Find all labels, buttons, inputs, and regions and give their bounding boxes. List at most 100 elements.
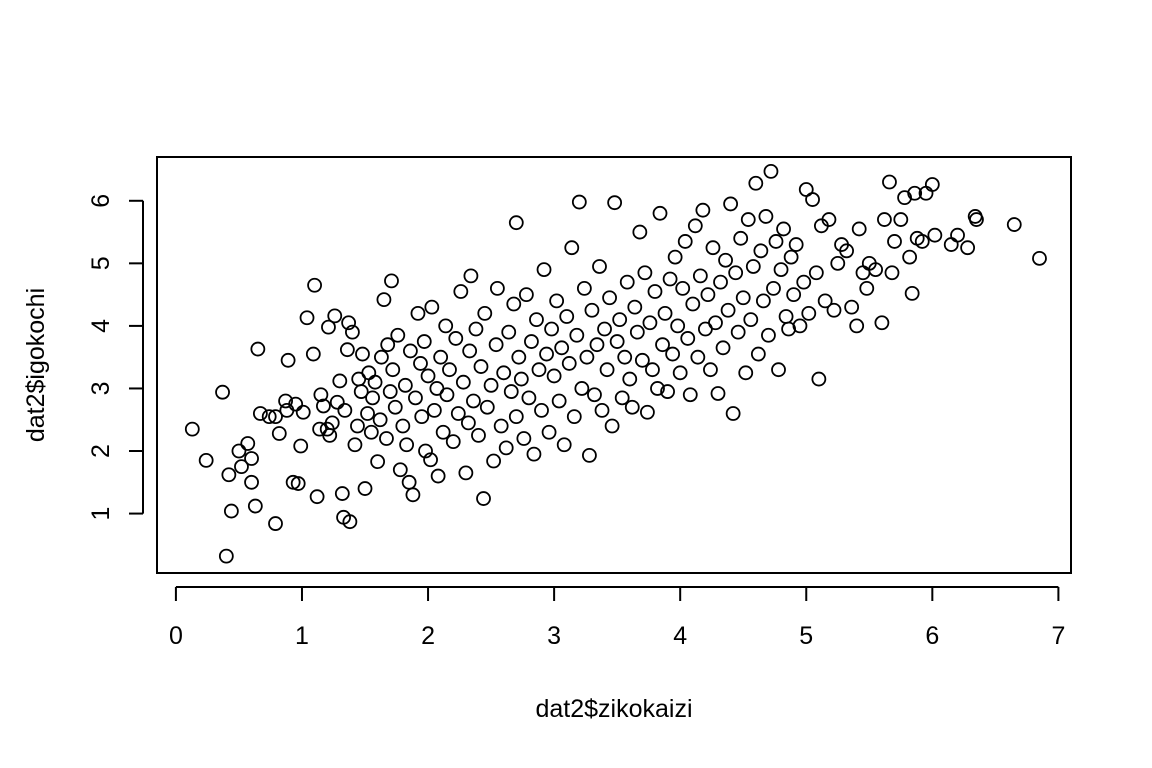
data-point (801, 305, 817, 321)
data-point (518, 287, 534, 303)
data-point (1032, 250, 1047, 266)
data-point (768, 234, 784, 249)
data-point (423, 452, 438, 468)
data-point (414, 409, 430, 425)
data-point (647, 284, 663, 299)
data-point (884, 265, 900, 281)
data-point (783, 249, 799, 265)
data-point (617, 349, 633, 365)
data-point (445, 434, 461, 450)
data-point (914, 234, 930, 249)
data-point (250, 341, 266, 357)
data-point (743, 312, 759, 328)
data-point (687, 218, 703, 234)
data-point (960, 240, 976, 256)
data-point (380, 337, 396, 353)
data-point (776, 221, 791, 237)
data-point (379, 431, 394, 446)
x-tick-label: 2 (421, 622, 435, 650)
data-point (413, 356, 428, 371)
data-point (223, 503, 239, 519)
data-point (657, 305, 673, 321)
data-point (612, 312, 628, 328)
data-point (399, 437, 415, 453)
data-point (430, 468, 446, 484)
data-point (363, 424, 379, 440)
data-point (624, 399, 640, 415)
data-point (821, 212, 837, 227)
data-point (682, 387, 698, 403)
data-point (355, 346, 370, 362)
data-point (723, 196, 739, 212)
data-point (347, 437, 363, 453)
data-point (718, 252, 733, 268)
data-point (748, 175, 764, 191)
data-point (587, 387, 602, 403)
data-point (462, 343, 478, 359)
data-point (904, 285, 920, 301)
data-point (763, 163, 779, 179)
data-point (479, 399, 495, 415)
data-point (341, 315, 357, 331)
data-point (544, 321, 559, 337)
data-point (720, 302, 736, 318)
data-point (410, 305, 426, 321)
data-point (594, 402, 610, 418)
data-point (345, 324, 360, 340)
data-point (855, 265, 871, 281)
data-point (508, 215, 524, 231)
data-point (642, 315, 658, 331)
data-point (551, 393, 567, 409)
data-point (700, 287, 716, 303)
data-point (435, 424, 451, 440)
data-point (766, 280, 781, 296)
data-point (390, 327, 406, 343)
data-point (634, 352, 650, 368)
data-point (353, 384, 369, 399)
data-point (476, 491, 491, 506)
data-point (508, 409, 524, 425)
data-point (662, 271, 678, 287)
data-point (367, 374, 383, 390)
data-point (468, 321, 484, 337)
data-point (424, 299, 440, 315)
data-point (811, 371, 827, 387)
data-point (826, 302, 842, 318)
data-point (516, 431, 532, 446)
data-point (395, 418, 411, 434)
data-point (796, 274, 812, 290)
data-point (376, 292, 392, 308)
data-point (738, 365, 754, 381)
data-point (438, 318, 454, 334)
data-point (614, 390, 630, 406)
data-point (695, 202, 711, 218)
data-point (629, 324, 645, 340)
data-point (529, 312, 544, 328)
x-axis: 0 1 2 3 4 5 6 7 (169, 586, 1065, 650)
data-point (231, 443, 247, 459)
data-point (244, 451, 259, 466)
data-point (705, 240, 721, 256)
data-point (531, 362, 547, 378)
data-point (387, 399, 403, 415)
x-tick-label: 5 (799, 622, 813, 650)
data-point (561, 356, 577, 371)
x-tick-label: 0 (169, 622, 183, 650)
x-tick-label: 7 (1051, 622, 1065, 650)
data-point (672, 365, 688, 381)
data-point (511, 349, 527, 365)
data-point (667, 249, 683, 265)
data-point (521, 390, 537, 406)
data-point (279, 402, 295, 418)
data-point (433, 349, 449, 365)
data-point (450, 406, 466, 421)
data-point (534, 402, 549, 418)
data-point (788, 237, 804, 252)
data-point (313, 387, 329, 403)
data-point (339, 342, 355, 358)
data-point (874, 315, 890, 331)
data-point (950, 227, 965, 243)
data-point (675, 280, 691, 296)
data-point (416, 334, 432, 349)
